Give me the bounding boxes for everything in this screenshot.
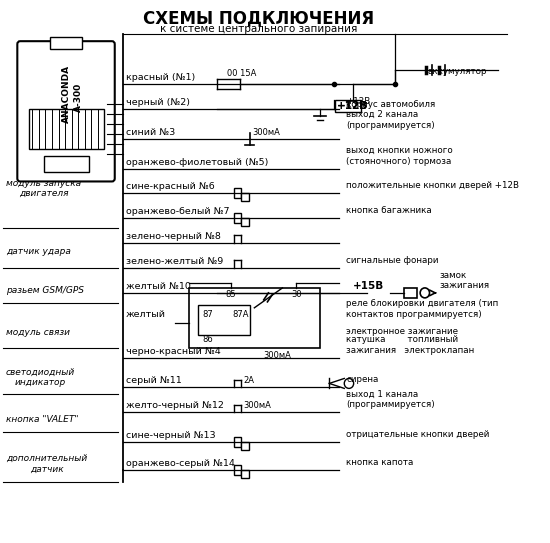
Text: 300мА: 300мА [263,351,292,359]
Text: синий №3: синий №3 [126,128,175,137]
Text: модуль связи: модуль связи [6,328,70,337]
Text: оранжево-серый №14: оранжево-серый №14 [126,459,235,468]
Text: выход кнопки ножного
(стояночного) тормоза: выход кнопки ножного (стояночного) тормо… [346,146,453,166]
Text: электронное зажигание: электронное зажигание [346,327,458,336]
Text: +12В: +12В [337,101,368,111]
Bar [241,442,249,450]
Bar [241,218,249,226]
Bar [50,37,82,49]
Text: реле блокировки двигателя (тип
контактов программируется): реле блокировки двигателя (тип контактов… [346,299,498,319]
Text: 85: 85 [226,290,236,299]
Text: сине-красный №6: сине-красный №6 [126,182,214,192]
Text: 00 15А: 00 15А [227,69,256,78]
Text: +12В: +12В [346,97,370,106]
Text: желтый №10: желтый №10 [126,282,191,291]
Bar [404,288,417,298]
Text: 87: 87 [202,310,213,319]
Text: 2А: 2А [243,376,254,386]
Text: 87A: 87A [232,310,249,319]
Bar [335,100,361,112]
Text: замок
зажигания: замок зажигания [440,270,490,290]
Text: к системе центрального запирания: к системе центрального запирания [161,24,358,34]
Text: черно-красный №4: черно-красный №4 [126,346,221,356]
Text: светодиодный
индикатор: светодиодный индикатор [6,368,75,387]
Text: сине-черный №13: сине-черный №13 [126,431,216,440]
Text: A-300: A-300 [74,83,82,111]
Text: катушка        топливный
зажигания   электроклапан: катушка топливный зажигания электроклапа… [346,335,475,355]
Bar [43,156,89,172]
Text: черный (№2): черный (№2) [126,98,190,107]
Text: корпус автомобиля
выход 2 канала
(программируется): корпус автомобиля выход 2 канала (програ… [346,100,436,130]
Text: 300мА: 300мА [252,128,280,137]
Text: зелено-черный №8: зелено-черный №8 [126,232,221,241]
Text: СХЕМЫ ПОДКЛЮЧЕНИЯ: СХЕМЫ ПОДКЛЮЧЕНИЯ [144,9,375,27]
FancyBboxPatch shape [17,41,115,181]
Text: разьем GSM/GPS: разьем GSM/GPS [6,286,84,295]
Text: 86: 86 [202,335,213,344]
Text: серый №11: серый №11 [126,376,182,386]
Text: 300мА: 300мА [243,401,271,411]
Text: выход 1 канала
(программируется): выход 1 канала (программируется) [346,390,435,409]
Bar [241,193,249,201]
Text: желто-черный №12: желто-черный №12 [126,401,224,411]
Bar [234,213,241,223]
Text: оранжево-белый №7: оранжево-белый №7 [126,207,229,216]
Text: дополнительный
датчик: дополнительный датчик [6,454,87,473]
Text: 30: 30 [291,290,302,299]
Text: красный (№1): красный (№1) [126,73,195,82]
Text: +15В: +15В [353,281,384,291]
Text: модуль запуска
двигателя: модуль запуска двигателя [6,179,81,198]
Text: отрицательные кнопки дверей: отрицательные кнопки дверей [346,430,490,439]
Bar [234,437,241,447]
Bar [198,305,250,334]
Text: датчик удара: датчик удара [6,247,71,256]
Text: кнопка "VALET": кнопка "VALET" [6,415,79,424]
Bar [234,465,241,475]
Text: оранжево-фиолетовый (№5): оранжево-фиолетовый (№5) [126,157,268,167]
Text: сирена: сирена [346,375,378,384]
Bar [189,288,320,348]
Bar [241,470,249,478]
Text: ANACONDA: ANACONDA [62,65,70,123]
Text: +12В: +12В [337,101,368,111]
Text: сигнальные фонари: сигнальные фонари [346,256,439,265]
Text: зелено-желтый №9: зелено-желтый №9 [126,257,223,266]
Text: кнопка капота: кнопка капота [346,458,414,467]
Text: желтый: желтый [126,310,166,319]
Text: кнопка багажника: кнопка багажника [346,206,432,215]
Bar [30,109,105,149]
Text: аккумулятор: аккумулятор [428,67,487,76]
Text: положительные кнопки дверей +12В: положительные кнопки дверей +12В [346,181,519,191]
Bar [234,188,241,198]
